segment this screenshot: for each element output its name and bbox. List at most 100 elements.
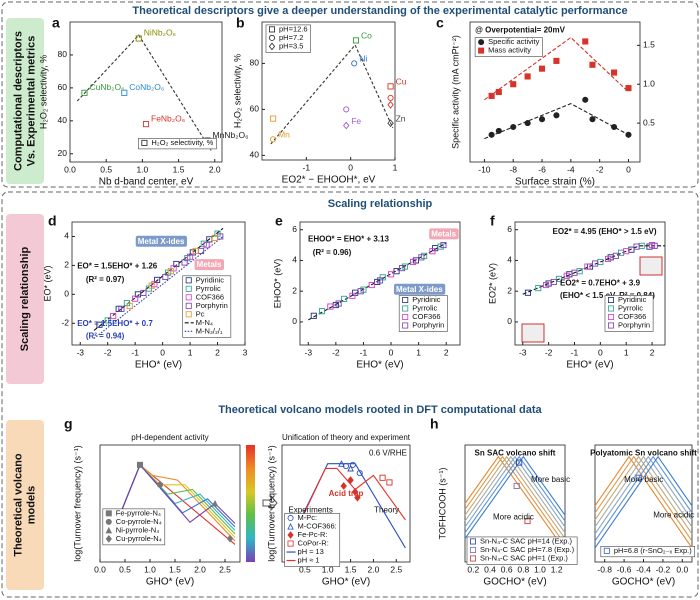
x-tick-label: -1 bbox=[131, 347, 139, 357]
x-tick-label: 0.8 bbox=[517, 564, 529, 574]
x-axis-label: GHO* (eV) bbox=[146, 577, 194, 588]
y-tick-label: 6 bbox=[292, 224, 297, 234]
marker bbox=[110, 313, 117, 320]
plot-frame bbox=[469, 21, 641, 163]
section-border bbox=[1, 1, 699, 188]
x-tick-label: 0 bbox=[348, 162, 353, 172]
x-tick-label: -1 bbox=[571, 347, 579, 357]
marker bbox=[185, 311, 192, 318]
marker bbox=[387, 100, 394, 109]
x-tick-label: 2 bbox=[650, 347, 655, 357]
y-tick-label: 80 bbox=[250, 58, 260, 68]
x-tick-label: 0.5 bbox=[299, 564, 311, 574]
inset bbox=[639, 256, 663, 276]
y-tick-label: 6 bbox=[507, 224, 512, 234]
marker bbox=[513, 482, 520, 490]
marker bbox=[608, 322, 615, 329]
annotation: More basic bbox=[624, 475, 663, 484]
y2-tick-label: 1.0 bbox=[643, 78, 655, 88]
line bbox=[464, 455, 566, 534]
panel-letter: e bbox=[275, 213, 283, 229]
y-tick-label: 0 bbox=[507, 316, 512, 326]
marker bbox=[429, 248, 436, 255]
point-label: FeNb₂O₆ bbox=[151, 113, 185, 123]
marker bbox=[510, 123, 517, 131]
x-tick-label: 1 bbox=[624, 347, 629, 357]
marker bbox=[211, 234, 218, 241]
marker bbox=[156, 481, 164, 488]
y-tick-label: 4 bbox=[292, 255, 297, 265]
x-axis-label: Surface strain (%) bbox=[515, 177, 595, 188]
annotation: 0.6 V/RHE bbox=[369, 448, 407, 457]
x-tick-label: -6 bbox=[538, 164, 546, 174]
y-axis-label: EHOO* (eV) bbox=[272, 259, 282, 309]
marker bbox=[386, 479, 393, 486]
marker bbox=[387, 94, 394, 101]
legend-box bbox=[474, 37, 543, 57]
x-tick-label: 3 bbox=[243, 347, 248, 357]
marker bbox=[185, 302, 192, 309]
legend-box bbox=[398, 295, 448, 332]
marker bbox=[338, 460, 345, 467]
marker bbox=[211, 499, 219, 507]
legend-label: Sn-N₄-C SAC pH=7.8 (Exp.) bbox=[480, 545, 575, 554]
marker bbox=[538, 65, 546, 72]
x-tick-label: -4 bbox=[567, 164, 575, 174]
panel-letter: f bbox=[490, 213, 495, 229]
marker bbox=[340, 482, 347, 490]
marker bbox=[118, 305, 125, 312]
legend-label: pH ≈ 1 bbox=[298, 556, 320, 565]
x-tick-label: 1.5 bbox=[169, 564, 181, 574]
legend-box bbox=[102, 508, 166, 546]
line bbox=[114, 463, 236, 528]
legend-box bbox=[466, 536, 578, 565]
legend-label: Pc bbox=[196, 309, 205, 318]
inset bbox=[521, 323, 545, 343]
x-tick-label: 1.0 bbox=[534, 564, 546, 574]
panel-letter: a bbox=[52, 15, 60, 31]
marker bbox=[582, 38, 589, 45]
y-tick-label: 2 bbox=[64, 260, 69, 270]
point-label: Fe bbox=[351, 116, 361, 126]
annotation-bg bbox=[394, 283, 446, 295]
plot-frame bbox=[514, 221, 666, 346]
marker bbox=[141, 139, 148, 146]
marker bbox=[140, 289, 147, 296]
x-tick-label: -0.8 bbox=[597, 564, 612, 574]
marker bbox=[105, 510, 112, 517]
legend-box bbox=[138, 138, 217, 150]
line bbox=[594, 455, 693, 528]
marker bbox=[608, 305, 615, 312]
marker bbox=[402, 296, 409, 303]
marker bbox=[410, 258, 417, 266]
legend-label: CoPor-R: bbox=[298, 539, 329, 548]
x-tick-label: -3 bbox=[519, 347, 527, 357]
legend-label: Pyridinic bbox=[196, 275, 225, 284]
marker bbox=[270, 136, 277, 143]
marker bbox=[135, 35, 142, 42]
legend-label: pH=6.8 (r-SnO₂₋ₓ Exp.) bbox=[614, 546, 692, 555]
legend-label: Specific activity bbox=[488, 37, 540, 46]
side-label-box bbox=[6, 214, 44, 384]
line bbox=[464, 455, 566, 551]
x-tick-label: 0.4 bbox=[484, 564, 496, 574]
panel-letter: c bbox=[436, 15, 444, 31]
marker bbox=[418, 254, 425, 261]
marker bbox=[226, 534, 234, 543]
side-label-box bbox=[6, 420, 44, 590]
x-axis-label: EHO* (eV) bbox=[135, 360, 182, 371]
marker bbox=[142, 121, 150, 128]
marker bbox=[553, 112, 560, 119]
marker bbox=[268, 34, 275, 41]
section-title: Theoretical descriptors give a deeper un… bbox=[132, 5, 627, 17]
x-axis-label: Nb d-band center, eV bbox=[99, 177, 194, 188]
marker bbox=[105, 518, 112, 525]
marker bbox=[625, 131, 632, 138]
x-axis-label: GOCHO* (eV) bbox=[483, 577, 546, 588]
y-axis-label: H₂O₂ selectivity, % bbox=[38, 55, 48, 129]
marker bbox=[469, 555, 476, 562]
marker bbox=[181, 259, 188, 266]
marker bbox=[287, 515, 294, 522]
marker bbox=[516, 459, 523, 466]
annotation: More acidic bbox=[493, 513, 534, 522]
